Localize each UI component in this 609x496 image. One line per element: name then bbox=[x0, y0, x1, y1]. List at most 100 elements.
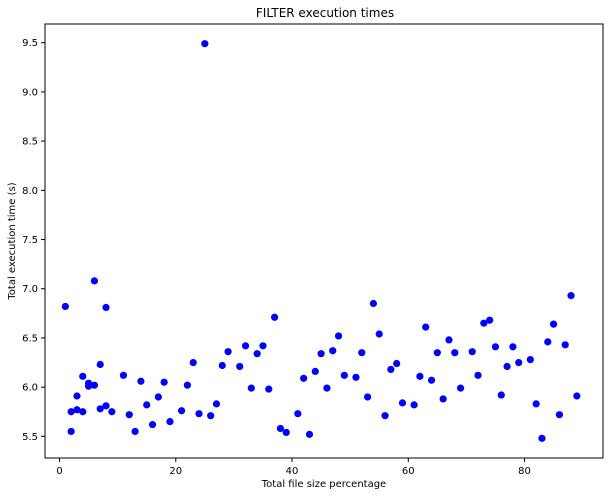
data-point bbox=[270, 313, 279, 321]
chart-title: FILTER execution times bbox=[256, 6, 394, 20]
data-point bbox=[427, 376, 436, 384]
data-point bbox=[334, 332, 343, 340]
data-point bbox=[67, 427, 75, 436]
data-point bbox=[515, 358, 523, 367]
data-point bbox=[90, 277, 99, 285]
data-point bbox=[154, 393, 162, 401]
data-point bbox=[259, 342, 267, 350]
data-point bbox=[474, 371, 482, 379]
data-point bbox=[340, 371, 348, 379]
data-points bbox=[61, 40, 581, 442]
data-point bbox=[253, 350, 261, 358]
data-point bbox=[544, 338, 552, 346]
data-point bbox=[317, 350, 325, 358]
data-point bbox=[276, 424, 285, 433]
data-point bbox=[352, 373, 360, 381]
data-point bbox=[456, 384, 465, 392]
data-point bbox=[96, 360, 104, 369]
data-point bbox=[329, 347, 337, 355]
y-tick-label: 9.5 bbox=[22, 38, 38, 49]
data-point bbox=[491, 343, 500, 351]
data-point bbox=[393, 359, 401, 368]
data-point bbox=[387, 365, 395, 374]
data-point bbox=[143, 401, 151, 409]
data-point bbox=[183, 381, 192, 389]
data-point bbox=[102, 402, 110, 410]
data-point bbox=[480, 319, 488, 327]
data-point bbox=[137, 377, 145, 385]
y-tick-label: 7.5 bbox=[22, 235, 38, 246]
data-point bbox=[67, 408, 75, 416]
data-point bbox=[189, 358, 197, 367]
data-point bbox=[567, 292, 575, 300]
data-point bbox=[73, 392, 81, 400]
y-tick-label: 7.0 bbox=[22, 284, 38, 295]
y-axis-label: Total execution time (s) bbox=[7, 182, 18, 300]
data-point bbox=[416, 372, 424, 380]
data-point bbox=[561, 341, 569, 349]
data-point bbox=[422, 323, 430, 331]
data-point bbox=[119, 371, 128, 379]
data-point bbox=[90, 381, 99, 389]
y-tick-label: 5.5 bbox=[22, 432, 38, 443]
data-point bbox=[79, 372, 87, 380]
data-point bbox=[195, 410, 203, 418]
data-point bbox=[73, 406, 81, 414]
data-point bbox=[503, 362, 511, 371]
data-point bbox=[131, 427, 139, 436]
data-point bbox=[148, 420, 157, 429]
data-point bbox=[509, 343, 517, 351]
data-point bbox=[532, 400, 540, 408]
y-tick-label: 9.0 bbox=[22, 87, 38, 98]
data-point bbox=[212, 400, 221, 408]
data-point bbox=[282, 428, 290, 437]
data-point bbox=[96, 405, 104, 413]
data-point bbox=[375, 330, 383, 338]
data-point bbox=[236, 362, 244, 371]
data-point bbox=[363, 393, 372, 401]
data-point bbox=[177, 407, 186, 415]
data-point bbox=[108, 408, 116, 416]
data-point bbox=[294, 410, 302, 418]
data-point bbox=[555, 411, 564, 419]
data-point bbox=[549, 320, 558, 328]
data-point bbox=[265, 385, 273, 393]
data-point bbox=[381, 412, 389, 420]
data-point bbox=[410, 401, 418, 409]
y-tick-label: 8.5 bbox=[22, 137, 38, 148]
data-point bbox=[486, 316, 494, 324]
x-axis-label: Total file size percentage bbox=[261, 479, 386, 490]
y-tick-label: 6.5 bbox=[22, 333, 38, 344]
data-point bbox=[451, 349, 459, 357]
data-point bbox=[538, 434, 546, 442]
data-point bbox=[323, 384, 331, 392]
data-point bbox=[300, 374, 308, 382]
data-point bbox=[369, 299, 378, 308]
data-point bbox=[468, 348, 476, 356]
data-point bbox=[433, 349, 441, 357]
data-point bbox=[125, 411, 133, 419]
x-tick-label: 60 bbox=[402, 466, 415, 477]
data-point bbox=[79, 408, 87, 416]
data-point bbox=[166, 417, 174, 426]
data-point bbox=[573, 392, 581, 400]
data-point bbox=[224, 348, 232, 356]
x-tick-label: 20 bbox=[169, 466, 182, 477]
data-point bbox=[439, 395, 447, 403]
y-tick-label: 6.0 bbox=[22, 383, 38, 394]
x-tick-label: 0 bbox=[56, 466, 62, 477]
data-point bbox=[160, 378, 168, 386]
x-tick-label: 40 bbox=[286, 466, 299, 477]
data-point bbox=[497, 391, 505, 399]
data-point bbox=[61, 302, 69, 311]
data-point bbox=[305, 430, 314, 438]
data-point bbox=[102, 303, 110, 312]
data-point bbox=[218, 361, 226, 370]
x-tick-label: 80 bbox=[518, 466, 531, 477]
data-point bbox=[247, 384, 255, 392]
data-point bbox=[358, 349, 366, 357]
data-point bbox=[241, 342, 250, 350]
x-axis-ticks: 0 20 40 60 80 bbox=[56, 458, 531, 477]
data-point bbox=[207, 412, 215, 420]
